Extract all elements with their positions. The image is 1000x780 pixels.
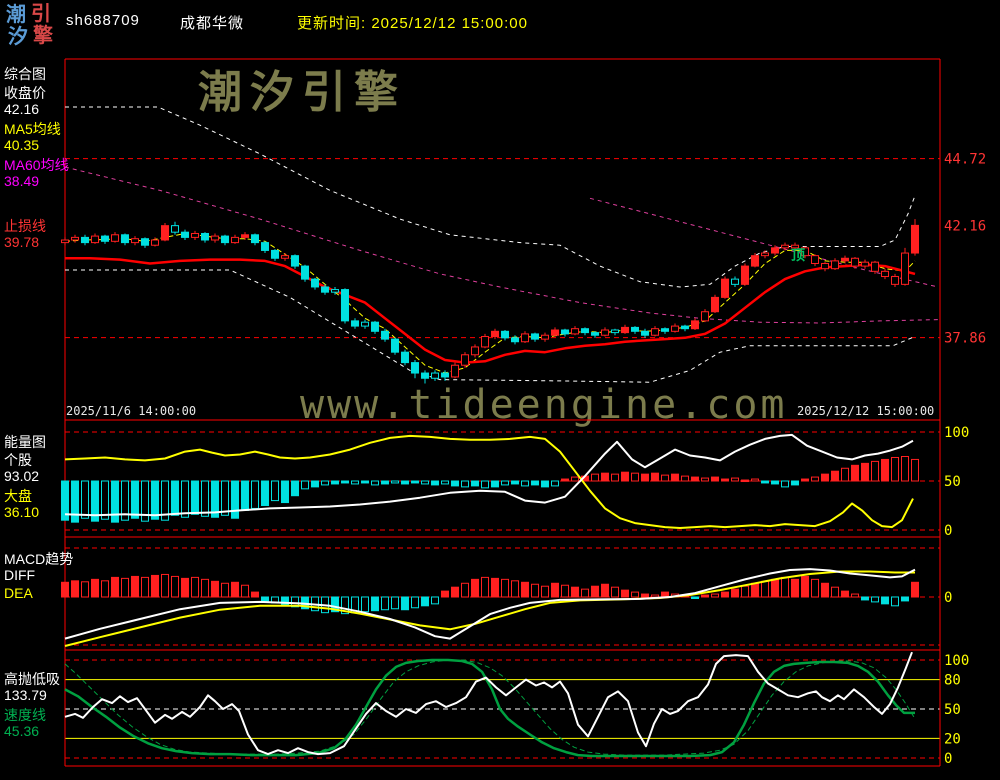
- legend-stoploss-label: 止损线: [4, 218, 46, 234]
- stock-name: 成都华微: [180, 15, 245, 32]
- legend-ma5-label: MA5均线: [4, 121, 61, 137]
- logo-char: 汐: [8, 26, 28, 48]
- legend-dea: DEA: [4, 585, 33, 601]
- y-axis-label: 44.72: [944, 152, 986, 168]
- legend-macd: MACD趋势: [4, 551, 74, 567]
- x-axis-date-start: 2025/11/6 14:00:00: [66, 404, 197, 418]
- logo-char: 引: [31, 3, 51, 25]
- legend-close-label: 收盘价: [4, 85, 46, 101]
- y-axis-label: 0: [944, 590, 952, 606]
- legend-speed-label: 速度线: [4, 707, 46, 723]
- brand-watermark: 潮汐引擎: [198, 68, 406, 117]
- legend-highlow-label: 高抛低吸: [4, 671, 60, 687]
- legend-market-value: 36.10: [4, 504, 40, 520]
- legend-energy: 能量图: [4, 434, 46, 450]
- legend-market-label: 大盘: [4, 488, 32, 504]
- legend-speed-value: 45.36: [4, 723, 40, 739]
- y-axis-label: 0: [944, 523, 952, 539]
- legend-ma5-value: 40.35: [4, 137, 40, 153]
- legend-stock-value: 93.02: [4, 468, 40, 484]
- legend-stock-label: 个股: [4, 452, 32, 468]
- legend-highlow-value: 133.79: [4, 687, 47, 703]
- y-axis-label: 0: [944, 751, 952, 767]
- x-axis-date-end: 2025/12/12 15:00:00: [797, 404, 935, 418]
- legend-diff: DIFF: [4, 567, 36, 583]
- y-axis-label: 37.86: [944, 331, 986, 347]
- y-axis-label: 100: [944, 653, 969, 669]
- legend-ma60-value: 38.49: [4, 173, 40, 189]
- legend-ma60-label: MA60均线: [4, 157, 69, 173]
- stock-code: sh688709: [66, 12, 140, 29]
- logo-char: 潮: [6, 4, 26, 26]
- y-axis-label: 50: [944, 474, 961, 490]
- top-signal-marker: 顶: [791, 247, 805, 263]
- legend-composite: 综合图: [4, 66, 46, 82]
- logo-char: 擎: [33, 25, 53, 47]
- legend-stoploss-value: 39.78: [4, 234, 40, 250]
- legend-close-value: 42.16: [4, 101, 40, 117]
- app-logo: 潮 汐 引 擎: [6, 4, 58, 50]
- y-axis-label: 50: [944, 702, 961, 718]
- update-time: 更新时间: 2025/12/12 15:00:00: [297, 15, 528, 32]
- y-axis-label: 42.16: [944, 218, 986, 234]
- y-axis-label: 80: [944, 673, 961, 689]
- y-axis-label: 20: [944, 731, 961, 747]
- y-axis-label: 100: [944, 425, 969, 441]
